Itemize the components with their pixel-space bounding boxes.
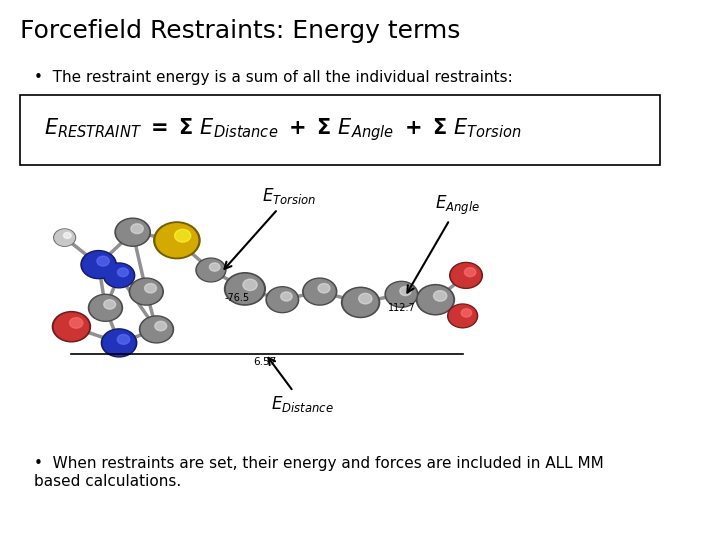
Circle shape	[63, 232, 71, 239]
Circle shape	[104, 300, 116, 309]
Text: 112.7: 112.7	[388, 303, 415, 313]
Circle shape	[104, 263, 135, 288]
Circle shape	[81, 251, 117, 279]
Circle shape	[117, 268, 128, 276]
Circle shape	[400, 287, 411, 295]
Circle shape	[83, 252, 114, 277]
Text: Forcefield Restraints: Energy terms: Forcefield Restraints: Energy terms	[20, 19, 461, 43]
Text: -76.5: -76.5	[225, 293, 250, 303]
Circle shape	[145, 284, 156, 293]
Circle shape	[54, 313, 89, 340]
Text: $\mathit{E}_{\mathit{Torsion}}$: $\mathit{E}_{\mathit{Torsion}}$	[225, 186, 317, 269]
Circle shape	[225, 273, 266, 305]
Circle shape	[70, 318, 83, 328]
Circle shape	[117, 220, 148, 245]
Circle shape	[55, 230, 74, 245]
Circle shape	[449, 305, 476, 327]
Circle shape	[131, 224, 143, 234]
Circle shape	[461, 309, 472, 317]
Text: •  The restraint energy is a sum of all the individual restraints:: • The restraint energy is a sum of all t…	[34, 70, 513, 85]
Text: •  When restraints are set, their energy and forces are included in ALL MM
based: • When restraints are set, their energy …	[34, 456, 604, 489]
Circle shape	[281, 292, 292, 301]
Circle shape	[154, 222, 200, 259]
Circle shape	[197, 259, 225, 281]
Circle shape	[102, 329, 137, 357]
Circle shape	[115, 218, 150, 246]
Circle shape	[451, 264, 481, 287]
Circle shape	[210, 263, 220, 271]
Circle shape	[359, 293, 372, 304]
Circle shape	[196, 258, 226, 282]
Circle shape	[448, 304, 477, 328]
Circle shape	[117, 334, 130, 345]
Text: $\mathit{E}_{\mathit{Angle}}$: $\mathit{E}_{\mathit{Angle}}$	[408, 194, 480, 293]
Circle shape	[243, 279, 257, 291]
Circle shape	[54, 229, 76, 246]
Text: 6.57: 6.57	[253, 357, 277, 368]
Circle shape	[464, 268, 476, 276]
Circle shape	[416, 285, 454, 315]
Circle shape	[268, 288, 297, 312]
Circle shape	[130, 278, 163, 305]
Circle shape	[318, 284, 330, 293]
Circle shape	[450, 262, 482, 288]
Circle shape	[387, 282, 416, 306]
Circle shape	[266, 287, 299, 313]
Circle shape	[174, 230, 191, 242]
Text: $\mathit{E}_{\mathit{RESTRAINT}}$$\mathbf{\ =\ \Sigma\ }\mathit{E}_{\mathit{Dist: $\mathit{E}_{\mathit{RESTRAINT}}$$\mathb…	[44, 116, 521, 143]
Circle shape	[103, 330, 135, 355]
Circle shape	[89, 294, 122, 321]
Circle shape	[97, 256, 109, 266]
Circle shape	[433, 291, 447, 301]
Circle shape	[53, 312, 91, 342]
Circle shape	[227, 274, 264, 303]
Circle shape	[131, 280, 161, 303]
Circle shape	[156, 224, 198, 257]
Circle shape	[341, 287, 379, 318]
Circle shape	[343, 289, 378, 316]
Text: $\mathit{E}_{\mathit{Distance}}$: $\mathit{E}_{\mathit{Distance}}$	[269, 358, 334, 414]
Circle shape	[385, 281, 418, 307]
Circle shape	[105, 264, 133, 287]
Circle shape	[141, 317, 172, 342]
Circle shape	[418, 286, 453, 313]
Circle shape	[305, 280, 335, 303]
Circle shape	[155, 321, 167, 330]
Circle shape	[302, 278, 337, 305]
Circle shape	[90, 295, 121, 320]
Circle shape	[140, 316, 174, 343]
Bar	[20, 94, 660, 165]
